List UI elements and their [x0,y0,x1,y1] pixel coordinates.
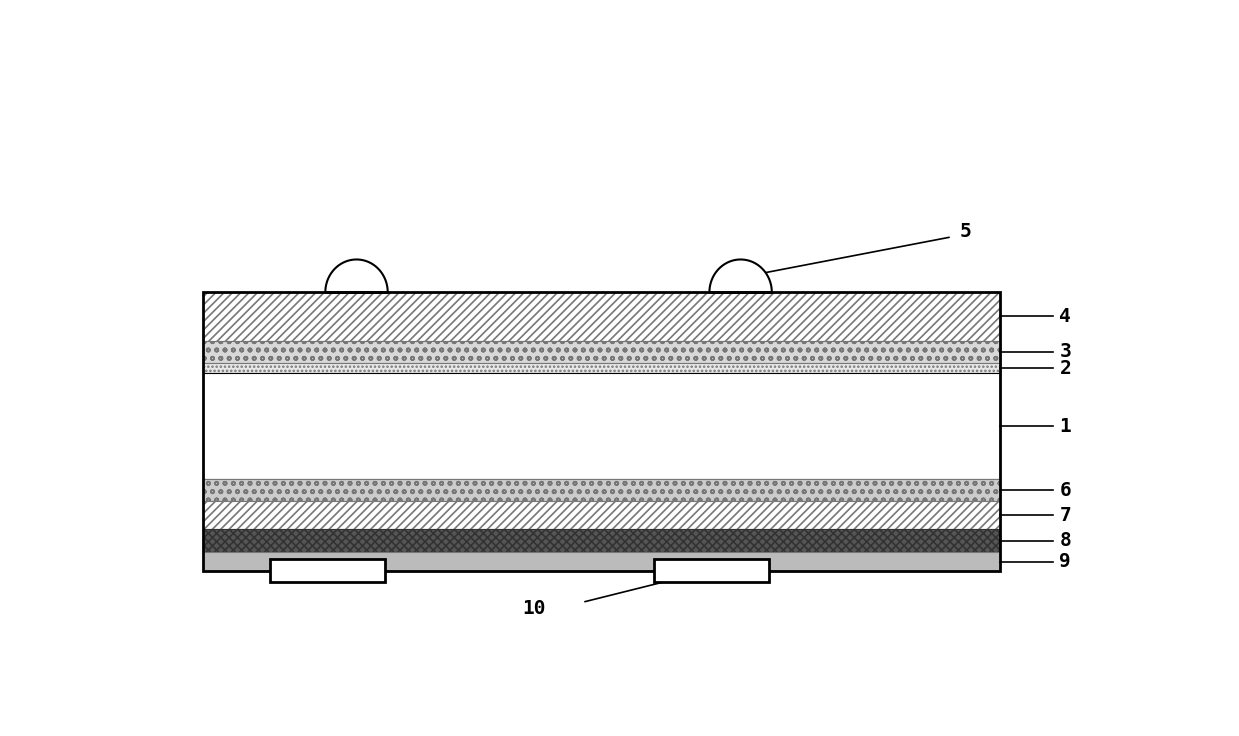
Bar [203,373,1000,479]
Bar [203,292,1000,571]
Bar [203,529,1000,552]
Text: 5: 5 [959,222,971,241]
Bar [203,363,1000,373]
Polygon shape [326,260,388,292]
Text: 3: 3 [1059,342,1072,361]
Text: 2: 2 [1059,358,1072,378]
Text: 8: 8 [1059,531,1072,550]
Text: 1: 1 [1059,417,1072,436]
Bar [203,501,1000,529]
Text: 7: 7 [1059,506,1072,525]
Text: 9: 9 [1059,552,1072,571]
Bar [203,341,1000,363]
Text: 10: 10 [523,598,546,618]
Bar [270,559,385,582]
Polygon shape [710,260,772,292]
Bar [203,292,1000,341]
Bar [654,559,769,582]
Bar [203,552,1000,571]
Bar [203,479,1000,501]
Text: 4: 4 [1059,307,1072,325]
Text: 6: 6 [1059,481,1072,500]
